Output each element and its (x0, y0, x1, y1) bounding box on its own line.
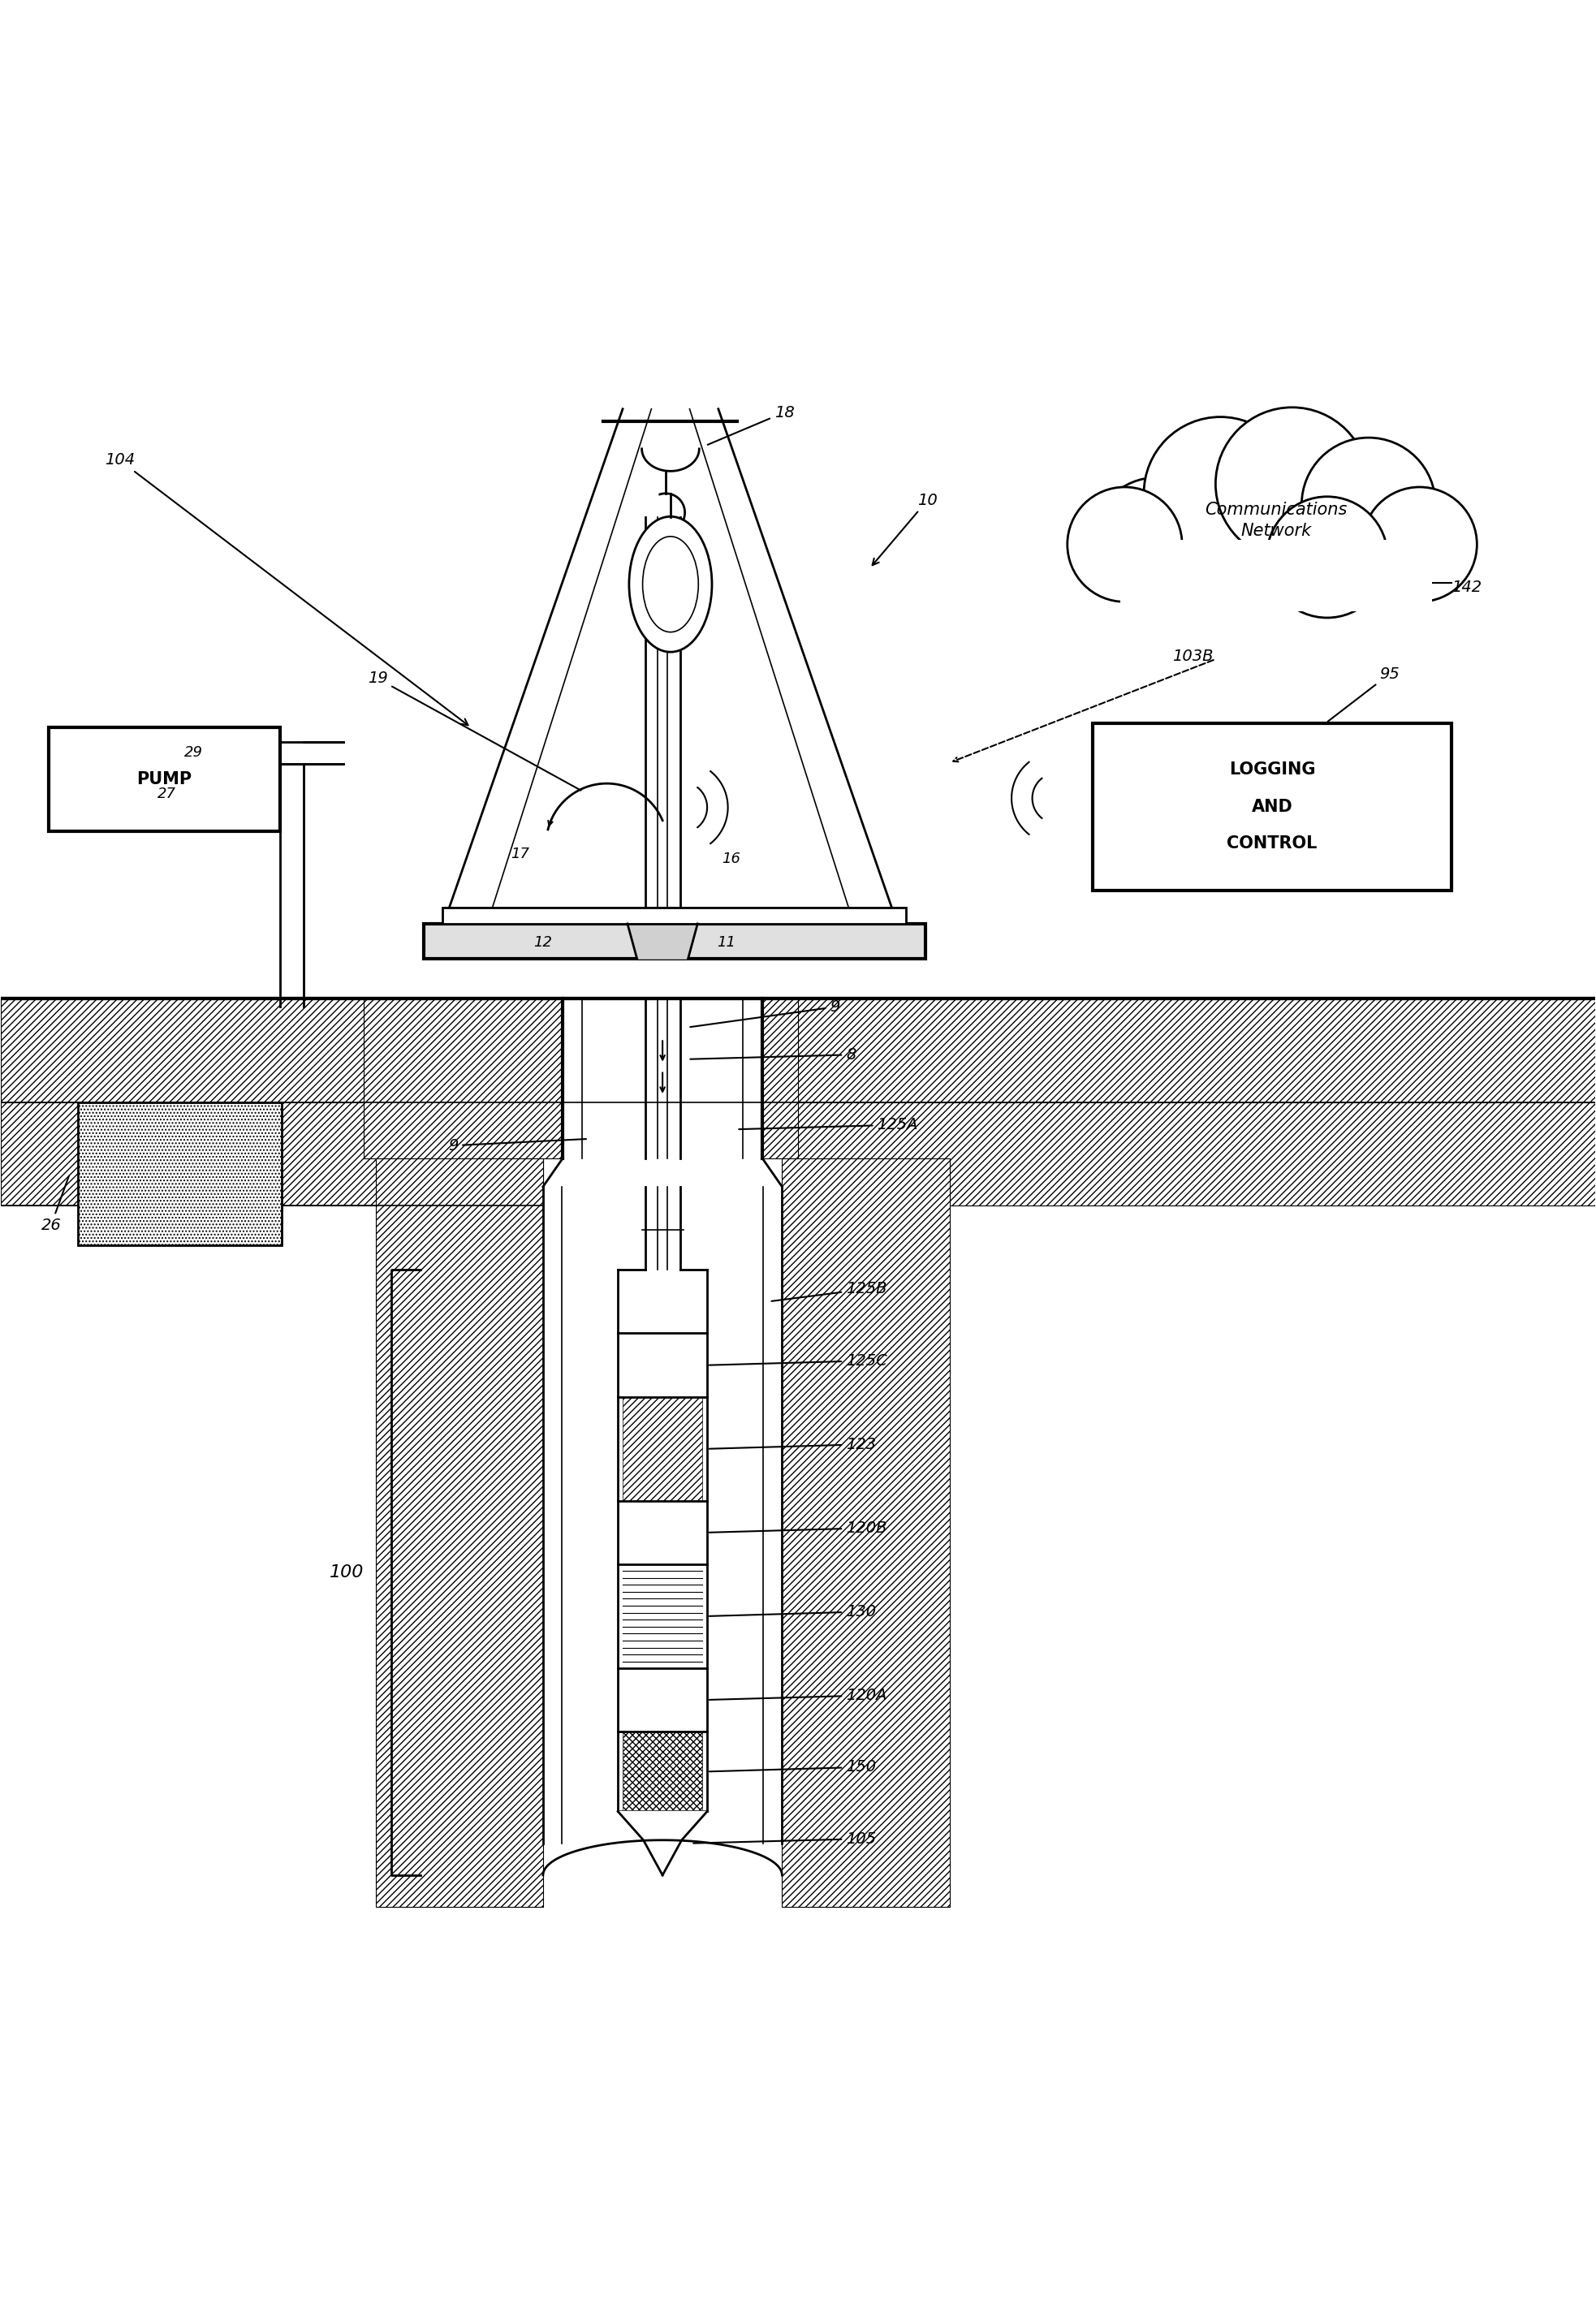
Text: AND: AND (1251, 799, 1293, 815)
Polygon shape (627, 924, 697, 959)
Text: 27: 27 (158, 787, 176, 801)
Bar (442, 908, 907, 924)
Bar (49, 727, 279, 831)
Text: 130: 130 (709, 1605, 876, 1619)
Text: PUMP: PUMP (137, 771, 192, 787)
Circle shape (1093, 477, 1221, 604)
Ellipse shape (629, 516, 712, 653)
Text: 9: 9 (448, 1137, 586, 1153)
Text: 123: 123 (709, 1436, 876, 1452)
Text: 142: 142 (1451, 579, 1481, 595)
Text: 10: 10 (873, 493, 937, 565)
Text: 95: 95 (1328, 667, 1400, 723)
Text: 26: 26 (41, 1177, 69, 1232)
Bar (622, 1732, 702, 1811)
Text: 19: 19 (367, 672, 581, 790)
Bar (2, 1102, 543, 1207)
Text: 9: 9 (689, 998, 839, 1026)
Circle shape (1302, 438, 1435, 572)
Text: 17: 17 (511, 848, 530, 862)
Text: 100: 100 (330, 1563, 364, 1580)
Text: 12: 12 (533, 936, 552, 950)
Bar (375, 1158, 543, 1906)
Bar (1093, 723, 1451, 889)
Text: 104: 104 (105, 452, 468, 725)
Bar (798, 998, 1594, 1102)
Text: 16: 16 (721, 852, 741, 866)
Text: 150: 150 (709, 1760, 876, 1774)
Bar (1120, 540, 1432, 611)
Text: 120A: 120A (709, 1688, 887, 1702)
Text: 125B: 125B (771, 1281, 887, 1302)
Text: LOGGING: LOGGING (1229, 762, 1315, 778)
Bar (78, 1102, 281, 1246)
Bar (798, 1102, 1594, 1207)
Ellipse shape (643, 537, 699, 632)
Text: CONTROL: CONTROL (1227, 836, 1317, 852)
Circle shape (1361, 486, 1476, 602)
Circle shape (1144, 417, 1298, 570)
Text: 103B: 103B (1173, 648, 1213, 665)
Text: 125A: 125A (739, 1116, 918, 1133)
Text: 29: 29 (185, 746, 203, 760)
Circle shape (1068, 486, 1183, 602)
Bar (763, 998, 798, 1158)
Bar (622, 1397, 702, 1501)
Bar (423, 924, 926, 959)
Text: 11: 11 (717, 936, 736, 950)
Text: 125C: 125C (709, 1353, 887, 1369)
Text: 8: 8 (691, 1047, 855, 1063)
Bar (364, 998, 563, 1158)
Text: 18: 18 (707, 405, 795, 445)
Bar (2, 998, 543, 1102)
Circle shape (1216, 408, 1368, 560)
Polygon shape (618, 1811, 707, 1876)
Bar (782, 1158, 950, 1906)
Text: 120B: 120B (709, 1519, 887, 1536)
Text: 105: 105 (694, 1832, 876, 1846)
Circle shape (1267, 496, 1387, 618)
Text: Communications
Network: Communications Network (1205, 503, 1347, 540)
